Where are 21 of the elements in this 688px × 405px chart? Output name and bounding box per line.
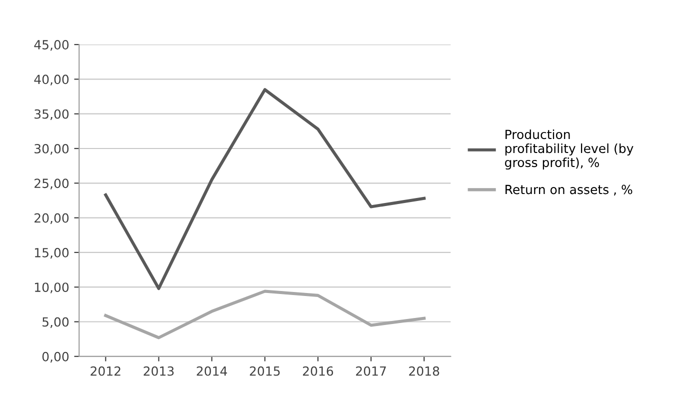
x-tick-label: 2012	[90, 366, 120, 376]
x-tick-label: 2016	[302, 366, 334, 376]
y-tick-label: 25,00	[34, 178, 69, 190]
y-tick-label: 45,00	[34, 40, 69, 51]
y-tick-label: 5,00	[42, 317, 69, 328]
line-series	[104, 290, 426, 340]
y-tick-label: 35,00	[34, 109, 69, 120]
line-series	[104, 88, 426, 290]
y-tick-label: 30,00	[34, 144, 69, 155]
y-tick-label: 20,00	[34, 213, 69, 224]
x-tick-label: 2018	[409, 366, 440, 376]
y-tick-label: 0,00	[42, 352, 69, 363]
legend-label: Return on assets , %	[506, 184, 632, 196]
y-tick-label: 40,00	[34, 74, 69, 86]
y-tick-label: 15,00	[34, 248, 69, 259]
x-tick-label: 2014	[196, 366, 228, 376]
x-tick-label: 2013	[144, 366, 174, 376]
x-tick-label: 2017	[356, 366, 386, 376]
x-tick-label: 2015	[250, 366, 280, 376]
legend-label: Production profitability level (by gross profit), %	[505, 129, 634, 170]
y-tick-label: 10,00	[34, 282, 69, 294]
